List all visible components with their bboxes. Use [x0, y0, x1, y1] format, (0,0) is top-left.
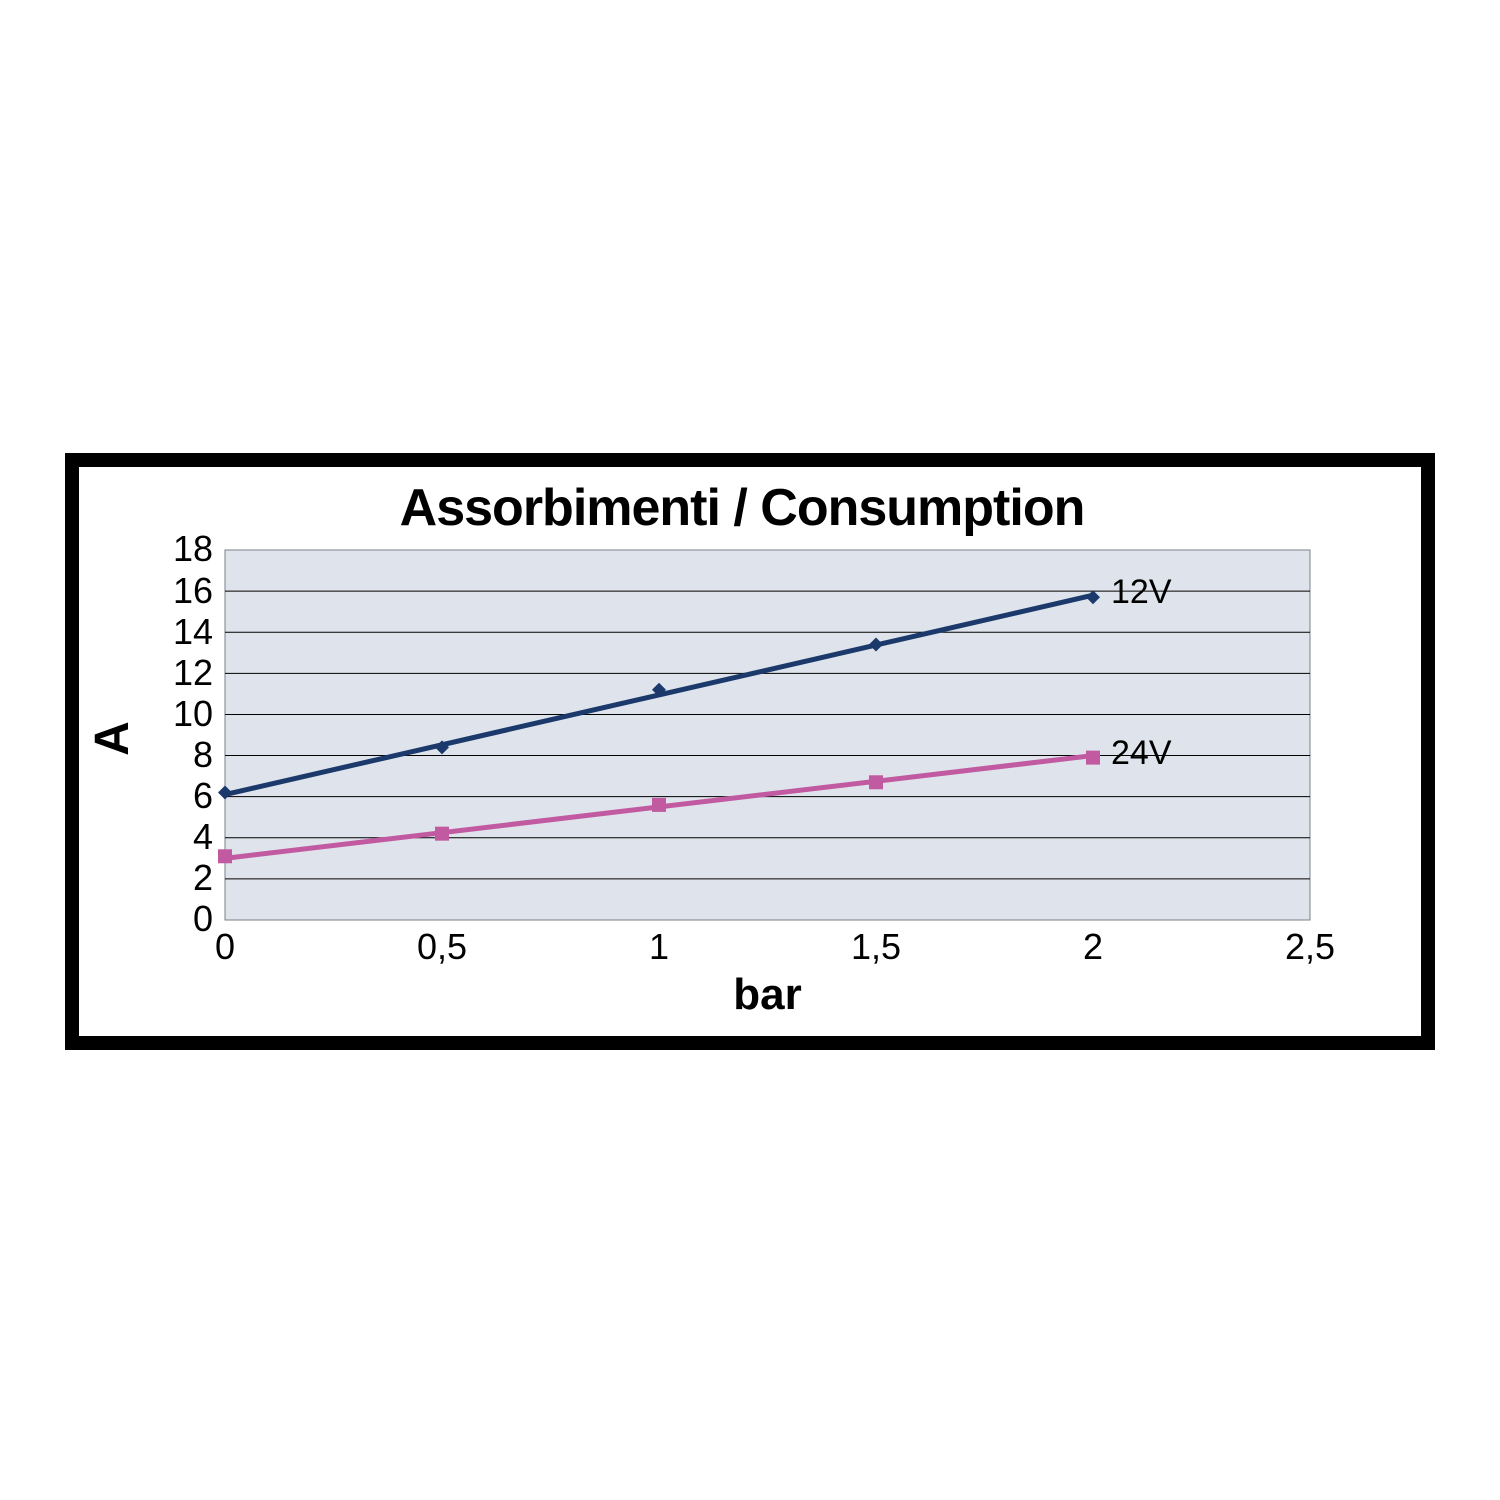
y-tick-label: 8 [193, 734, 213, 776]
y-tick-label: 16 [173, 570, 213, 612]
series-label-24V: 24V [1111, 734, 1172, 773]
x-tick-label: 2,5 [1270, 926, 1350, 968]
x-tick-label: 1,5 [836, 926, 916, 968]
y-tick-label: 2 [193, 857, 213, 899]
series-label-12V: 12V [1111, 573, 1172, 612]
x-tick-label: 1 [619, 926, 699, 968]
y-tick-label: 6 [193, 775, 213, 817]
y-axis-label: A [85, 721, 140, 756]
chart-title: Assorbimenti / Consumption [292, 478, 1192, 538]
x-tick-label: 2 [1053, 926, 1133, 968]
y-tick-label: 10 [173, 693, 213, 735]
y-tick-label: 18 [173, 528, 213, 570]
page: { "canvas": { "width": 1500, "height": 1… [0, 0, 1500, 1500]
y-tick-label: 12 [173, 652, 213, 694]
y-tick-label: 4 [193, 816, 213, 858]
x-axis-label: bar [668, 970, 868, 1020]
x-tick-label: 0 [185, 926, 265, 968]
x-tick-label: 0,5 [402, 926, 482, 968]
y-tick-label: 14 [173, 611, 213, 653]
